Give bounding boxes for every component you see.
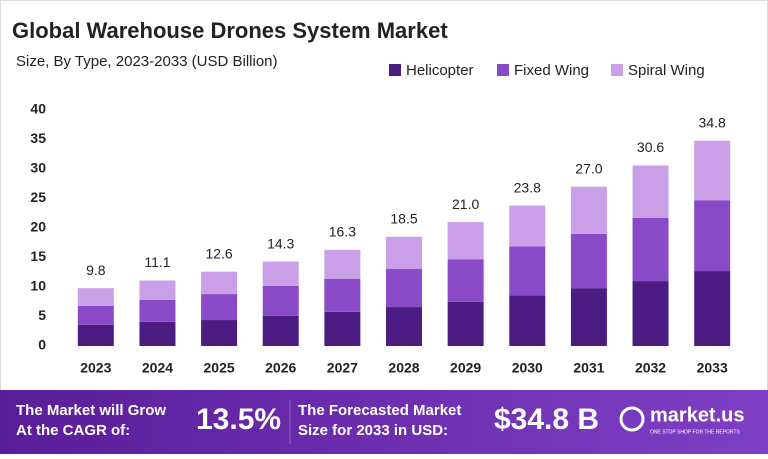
bar-segment xyxy=(139,321,176,346)
x-tick-label: 2024 xyxy=(142,360,173,376)
x-tick-label: 2027 xyxy=(327,360,358,376)
x-tick-label: 2030 xyxy=(512,360,543,376)
bar-segment xyxy=(139,299,176,322)
footer-band xyxy=(0,390,768,454)
legend-swatch xyxy=(497,64,509,76)
total-label: 12.6 xyxy=(205,245,232,261)
tagline: ONE STOP SHOP FOR THE REPORTS xyxy=(650,429,741,435)
bar-segment xyxy=(447,301,484,346)
chart-title: Global Warehouse Drones System Market xyxy=(12,18,448,43)
bar-segment xyxy=(447,259,484,302)
total-label: 11.1 xyxy=(144,254,170,270)
bar-segment xyxy=(386,236,422,269)
y-tick-label: 40 xyxy=(30,101,46,117)
legend-label: Spiral Wing xyxy=(628,62,705,79)
bar-segment xyxy=(509,295,546,346)
bar-segment xyxy=(509,205,546,247)
total-label: 14.3 xyxy=(267,235,294,251)
legend-swatch xyxy=(389,64,401,76)
bar-segment xyxy=(262,285,299,316)
bar-segment xyxy=(201,294,238,321)
total-label: 18.5 xyxy=(390,211,417,227)
x-tick-label: 2023 xyxy=(80,360,111,376)
y-tick-label: 10 xyxy=(30,278,46,294)
y-tick-label: 30 xyxy=(30,160,46,176)
y-tick-label: 25 xyxy=(30,189,46,205)
total-label: 27.0 xyxy=(575,160,602,176)
bar-segment xyxy=(694,200,731,272)
bar-segment xyxy=(324,278,361,312)
bar-segment xyxy=(77,324,114,346)
y-tick-label: 35 xyxy=(30,130,46,146)
x-tick-label: 2029 xyxy=(450,360,481,376)
total-label: 21.0 xyxy=(452,196,479,212)
x-tick-label: 2031 xyxy=(573,360,604,376)
x-tick-label: 2026 xyxy=(265,360,296,376)
footer: The Market will Grow At the CAGR of: 13.… xyxy=(0,390,768,454)
bar-segment xyxy=(386,268,422,308)
chart-subtitle: Size, By Type, 2023-2033 (USD Billion) xyxy=(16,53,278,70)
bar-segment xyxy=(77,305,114,325)
bar-segment xyxy=(77,288,114,306)
y-tick-label: 5 xyxy=(38,307,46,323)
x-tick-label: 2025 xyxy=(204,360,235,376)
legend-label: Helicopter xyxy=(406,62,474,79)
y-tick-label: 15 xyxy=(30,248,46,264)
brand-logo xyxy=(619,406,645,432)
forecast-text: The Forecasted Market xyxy=(298,402,461,419)
cagr-text: At the CAGR of: xyxy=(16,422,130,439)
bar-segment xyxy=(447,222,484,260)
bar-segment xyxy=(632,281,669,346)
bar-segment xyxy=(509,246,546,296)
bar-segment xyxy=(324,311,361,346)
bar-segment xyxy=(694,271,731,346)
x-tick-label: 2033 xyxy=(697,360,728,376)
bar-segment xyxy=(262,261,299,286)
total-label: 9.8 xyxy=(86,262,106,278)
bar-segment xyxy=(570,233,607,289)
brand: market.us xyxy=(650,404,745,426)
bar-segment xyxy=(324,249,361,279)
y-tick-label: 0 xyxy=(38,337,46,353)
total-label: 34.8 xyxy=(699,114,726,130)
forecast-value: $34.8 B xyxy=(494,403,599,436)
x-tick-label: 2032 xyxy=(635,360,666,376)
forecast-text: Size for 2033 in USD: xyxy=(298,422,448,439)
bar-segment xyxy=(139,280,176,300)
bar-segment xyxy=(632,165,669,218)
legend-swatch xyxy=(611,64,623,76)
cagr-value: 13.5% xyxy=(196,403,281,436)
total-label: 16.3 xyxy=(329,224,356,240)
bar-segment xyxy=(262,315,299,346)
total-label: 23.8 xyxy=(514,179,541,195)
x-tick-label: 2028 xyxy=(388,360,419,376)
bar-segment xyxy=(632,217,669,282)
legend-label: Fixed Wing xyxy=(514,62,589,79)
bar-segment xyxy=(201,271,238,295)
bar-segment xyxy=(201,320,238,346)
cagr-text: The Market will Grow xyxy=(16,402,166,419)
total-label: 30.6 xyxy=(637,139,664,155)
y-tick-label: 20 xyxy=(30,219,46,235)
bar-segment xyxy=(386,307,422,346)
bar-segment xyxy=(570,186,607,234)
bar-segment xyxy=(694,140,731,201)
bar-segment xyxy=(570,288,607,346)
